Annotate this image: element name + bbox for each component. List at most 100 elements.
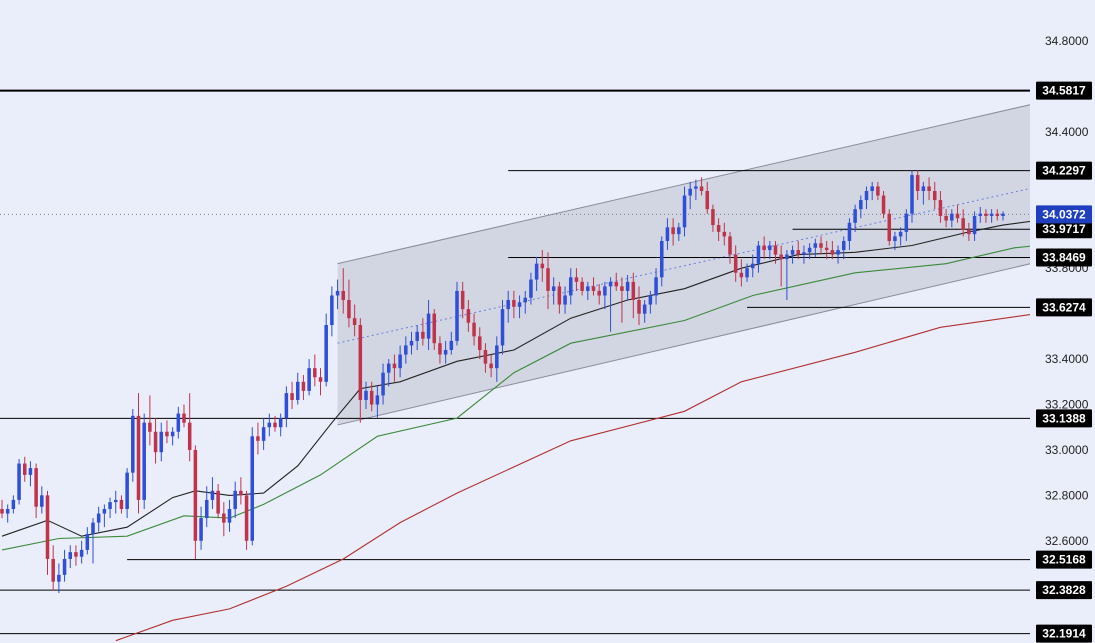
level-price-tag-bg (1036, 298, 1092, 317)
candle-body (773, 245, 778, 255)
candle-body (853, 209, 857, 223)
candle-body (443, 349, 448, 355)
candle-body (472, 322, 476, 337)
moving-averages (1, 219, 1038, 642)
horizontal-levels (0, 89, 1030, 635)
candlesticks (0, 170, 1005, 594)
moving-average-line (1, 219, 1038, 537)
candle-body (785, 254, 789, 260)
candle-body (261, 427, 266, 441)
candle-body (824, 247, 829, 251)
candle-body (5, 508, 10, 514)
candle-body (227, 508, 232, 523)
candle-body (256, 436, 260, 441)
candle-body (597, 290, 601, 296)
candle-body (62, 558, 67, 575)
candle-body (28, 468, 33, 475)
candle-body (222, 513, 226, 523)
level-price-tag: 34.2297 (1042, 164, 1086, 178)
level-price-tag: 32.1914 (1042, 627, 1086, 641)
candle-body (733, 254, 738, 273)
candle-body (745, 268, 749, 278)
candle-body (739, 272, 744, 278)
candle-body (728, 236, 732, 255)
candle-body (68, 552, 73, 559)
candle-body (426, 313, 431, 339)
candle-body (819, 243, 823, 248)
candle-body (665, 227, 670, 241)
candle-body (324, 325, 328, 382)
candle-body (1001, 213, 1005, 216)
candle-body (932, 190, 937, 201)
candle-body (159, 431, 164, 453)
candle-body (352, 318, 357, 325)
candle-body (96, 513, 101, 523)
candle-body (364, 390, 368, 400)
candle-body (0, 508, 4, 514)
candle-body (415, 331, 419, 341)
candle-body (580, 281, 584, 291)
level-price-tag-bg (1036, 409, 1092, 428)
price-tags: 34.5817 34.2297 33.9717 33.8469 33.6274 33.13… (1036, 81, 1092, 643)
candle-body (170, 431, 175, 437)
candle-body (438, 343, 442, 355)
candle-body (557, 286, 562, 305)
y-tick-label: 33.4000 (1045, 352, 1089, 366)
candle-body (648, 295, 653, 305)
candle-body (631, 281, 636, 301)
candle-body (568, 277, 573, 296)
candle-body (210, 490, 215, 500)
candle-body (495, 345, 499, 369)
candle-body (506, 300, 510, 310)
candle-body (517, 302, 522, 307)
candle-body (659, 240, 664, 278)
candle-body (876, 186, 880, 196)
candle-body (131, 415, 135, 473)
candle-body (267, 422, 272, 428)
candle-body (967, 229, 971, 235)
candle-body (512, 300, 516, 307)
candle-body (807, 247, 812, 253)
candle-body (91, 522, 95, 534)
candle-body (699, 186, 704, 191)
candle-body (341, 290, 346, 301)
candle-body (705, 190, 710, 210)
candle-body (295, 381, 300, 400)
candle-body (11, 499, 16, 509)
candle-body (642, 304, 647, 314)
level-price-tag-bg (1036, 81, 1092, 100)
candle-body (432, 313, 437, 344)
candle-body (750, 263, 755, 269)
candle-body (813, 243, 818, 248)
candle-body (523, 297, 528, 303)
y-tick-label: 33.2000 (1045, 398, 1089, 412)
level-price-tag-bg (1036, 581, 1092, 600)
candle-body (216, 490, 220, 514)
candle-body (671, 227, 675, 235)
candle-body (881, 195, 886, 214)
candle-body (859, 200, 863, 210)
moving-average-line (115, 313, 1038, 642)
candle-body (910, 175, 914, 214)
candle-body (165, 431, 169, 437)
current-price-tag-bg (1036, 205, 1092, 224)
candle-body (830, 250, 835, 255)
y-tick-label: 34.4000 (1045, 125, 1089, 139)
candle-body (841, 240, 846, 251)
candle-body (483, 349, 488, 364)
candle-body (961, 218, 965, 230)
candle-body (250, 436, 255, 541)
candle-body (500, 309, 505, 346)
candle-body (779, 254, 783, 260)
level-price-tag-bg (1036, 220, 1092, 239)
candle-body (85, 533, 90, 550)
candle-body (836, 250, 840, 255)
candle-body (762, 245, 766, 251)
candle-body (233, 490, 237, 509)
candle-body (17, 463, 21, 500)
candle-body (608, 281, 613, 287)
candle-body (847, 222, 852, 241)
candle-body (574, 277, 579, 282)
candle-body (654, 277, 658, 296)
